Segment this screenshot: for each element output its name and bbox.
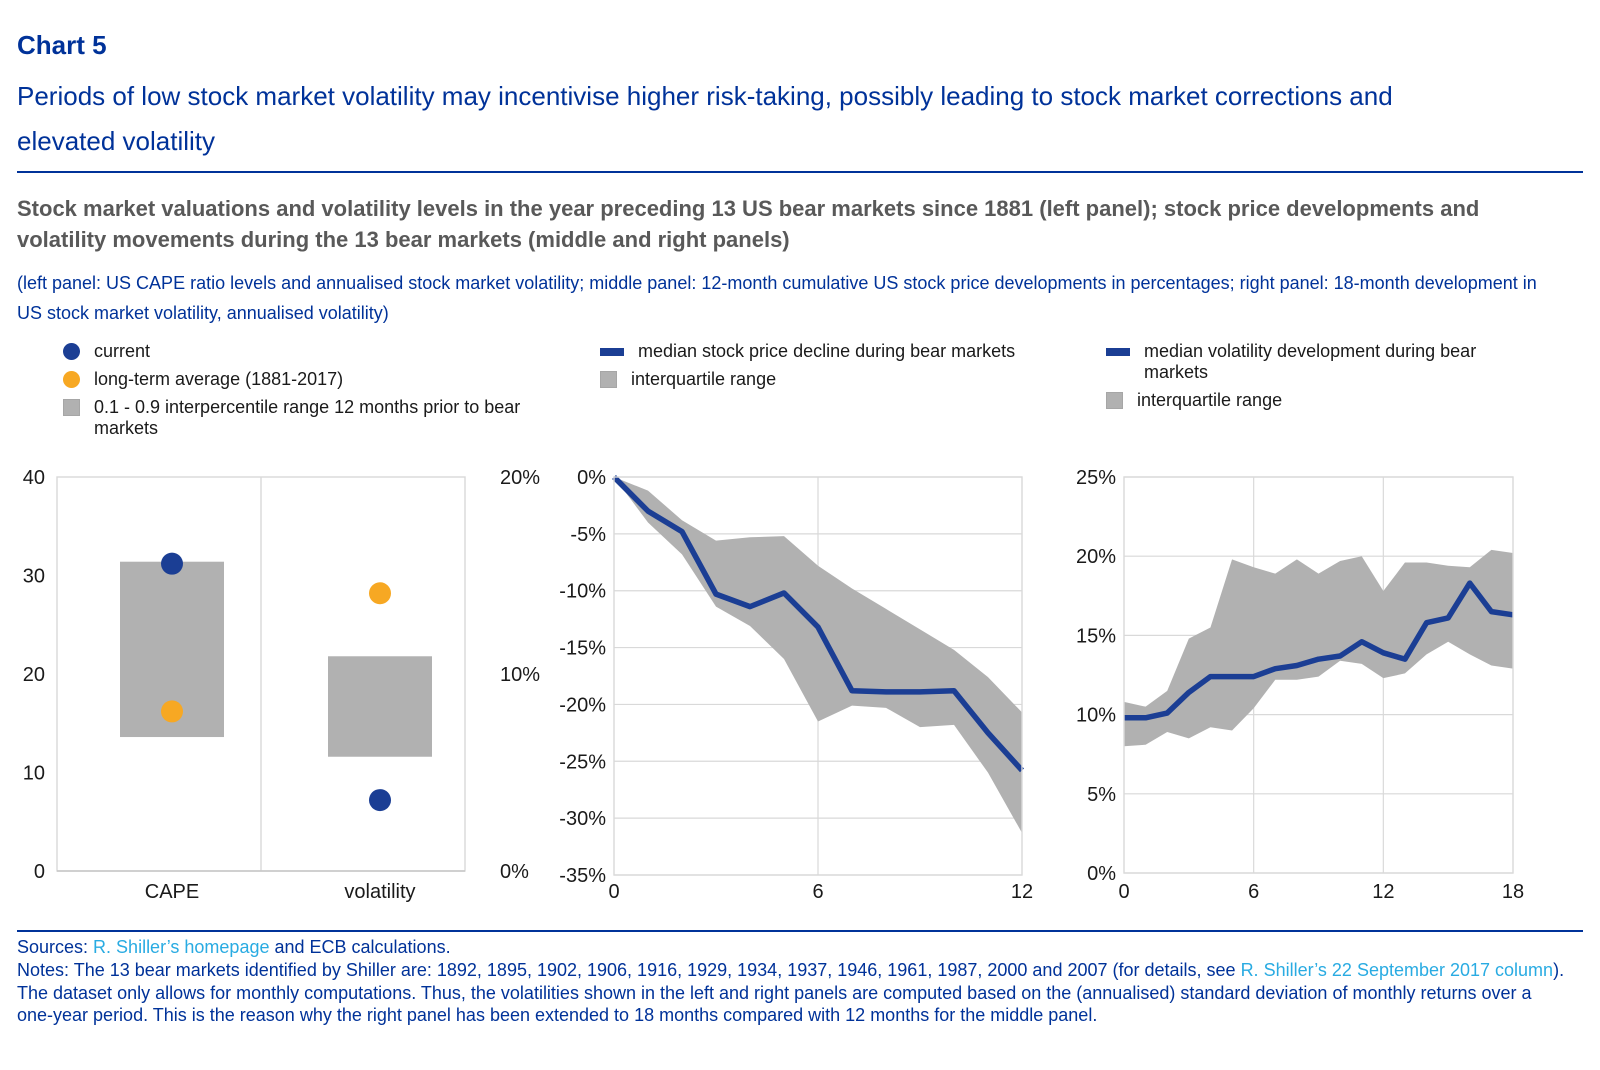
chart-subdescription: (left panel: US CAPE ratio levels and an… <box>17 273 1537 323</box>
top-divider <box>17 171 1583 173</box>
interquartile-band <box>1124 549 1513 747</box>
text-segment: ). The dataset only allows for monthly c… <box>17 960 1565 1025</box>
category-label: volatility <box>344 881 415 903</box>
chart-description: Stock market valuations and volatility l… <box>17 196 1480 252</box>
legend-left-item-0: current <box>63 341 568 362</box>
current-dot <box>369 789 391 812</box>
legend-right-item-1: interquartile range <box>1106 390 1504 411</box>
category-label: CAPE <box>145 881 199 903</box>
legend-label: interquartile range <box>1137 390 1283 410</box>
text-segment: Sources: <box>17 937 94 957</box>
legend-label: interquartile range <box>631 369 777 389</box>
notes-paragraph: Notes: The 13 bear markets identified by… <box>17 959 1569 1027</box>
y-axis-tick-label: -20% <box>559 694 606 716</box>
y-axis-tick-label: 20% <box>1076 546 1116 568</box>
legend-left-item-1: long-term average (1881-2017) <box>63 369 568 390</box>
y-axis-tick-label: -35% <box>559 865 606 887</box>
shiller-column-link[interactable]: R. Shiller’s 22 September 2017 column <box>1240 960 1554 980</box>
y-axis-tick-label: 0% <box>1087 863 1116 885</box>
y-axis-tick-label: -25% <box>559 751 606 773</box>
x-axis-tick-label: 18 <box>1502 881 1524 903</box>
sources-line: Sources: R. Shiller’s homepage and ECB c… <box>17 936 1569 959</box>
right-axis-tick-label: 0% <box>500 861 529 883</box>
text-segment: Notes: The 13 bear markets identified by… <box>17 960 1241 980</box>
text-segment: and ECB calculations. <box>269 937 451 957</box>
right-axis-tick-label: 10% <box>500 664 540 686</box>
left-axis-tick-label: 10 <box>23 763 45 785</box>
current-dot <box>161 552 183 575</box>
left-panel-chart: 40 30 20 10 0 20% 10% 0% CAPE volatility <box>23 467 540 903</box>
square-marker <box>600 371 617 388</box>
legend-middle-item-0: median stock price decline during bear m… <box>600 341 1075 362</box>
circle-marker <box>63 371 80 388</box>
legend-left-item-2: 0.1 - 0.9 interpercentile range 12 month… <box>63 397 568 439</box>
y-axis-tick-label: 15% <box>1076 625 1116 647</box>
legend-label: 0.1 - 0.9 interpercentile range 12 month… <box>94 397 521 438</box>
middle-panel-chart: 0% -5% -10% -15% -20% -25% -30% -35%0 6 12 <box>559 467 1033 903</box>
right-panel-chart: 25% 20% 15% 10% 5% 0%0 6 12 18 <box>1076 467 1524 903</box>
chart-number: Chart 5 <box>17 30 107 60</box>
circle-marker <box>63 343 80 360</box>
x-axis-tick-label: 6 <box>1248 881 1259 903</box>
chart-title: Periods of low stock market volatility m… <box>17 81 1393 156</box>
x-axis-tick-label: 12 <box>1011 881 1033 903</box>
y-axis-tick-label: -30% <box>559 808 606 830</box>
legend-right-panel: median volatility development during bea… <box>1106 341 1504 418</box>
plot-border <box>613 476 1023 876</box>
y-axis-tick-label: 25% <box>1076 467 1116 489</box>
left-axis-tick-label: 30 <box>23 566 45 588</box>
plot-border <box>1123 476 1514 874</box>
left-axis-tick-label: 0 <box>34 861 45 883</box>
square-marker <box>63 399 80 416</box>
legend-middle-item-1: interquartile range <box>600 369 1075 390</box>
left-axis-tick-label: 20 <box>23 664 45 686</box>
right-axis-tick-label: 20% <box>500 467 540 489</box>
interpercentile-bar <box>328 656 432 757</box>
y-axis-tick-label: 5% <box>1087 784 1116 806</box>
long-term-average-dot <box>161 700 183 723</box>
y-axis-tick-label: -5% <box>570 524 606 546</box>
x-axis-tick-label: 0 <box>608 881 619 903</box>
interquartile-band <box>614 477 1022 833</box>
x-axis-tick-label: 0 <box>1118 881 1129 903</box>
shiller-homepage-link[interactable]: R. Shiller’s homepage <box>93 937 270 957</box>
x-axis-tick-label: 12 <box>1372 881 1394 903</box>
square-marker <box>1106 392 1123 409</box>
legend-middle-panel: median stock price decline during bear m… <box>600 341 1075 397</box>
legend-right-item-0: median volatility development during bea… <box>1106 341 1504 383</box>
x-axis-tick-label: 6 <box>812 881 823 903</box>
left-axis-tick-label: 40 <box>23 467 45 489</box>
legend-label: long-term average (1881-2017) <box>94 369 344 389</box>
legend-label: median stock price decline during bear m… <box>638 341 1016 361</box>
legend-label: current <box>94 341 151 361</box>
y-axis-tick-label: -10% <box>559 581 606 603</box>
y-axis-tick-label: -15% <box>559 638 606 660</box>
long-term-average-dot <box>369 582 391 605</box>
median-line <box>1124 580 1514 721</box>
bottom-divider <box>17 930 1583 932</box>
dash-marker <box>600 348 624 356</box>
dash-marker <box>1106 348 1130 356</box>
median-line <box>612 475 1025 773</box>
y-axis-tick-label: 10% <box>1076 705 1116 727</box>
y-axis-tick-label: 0% <box>577 467 606 489</box>
legend-left-panel: current long-term average (1881-2017) 0.1 … <box>63 341 568 446</box>
legend-label: median volatility development during bea… <box>1144 341 1477 382</box>
